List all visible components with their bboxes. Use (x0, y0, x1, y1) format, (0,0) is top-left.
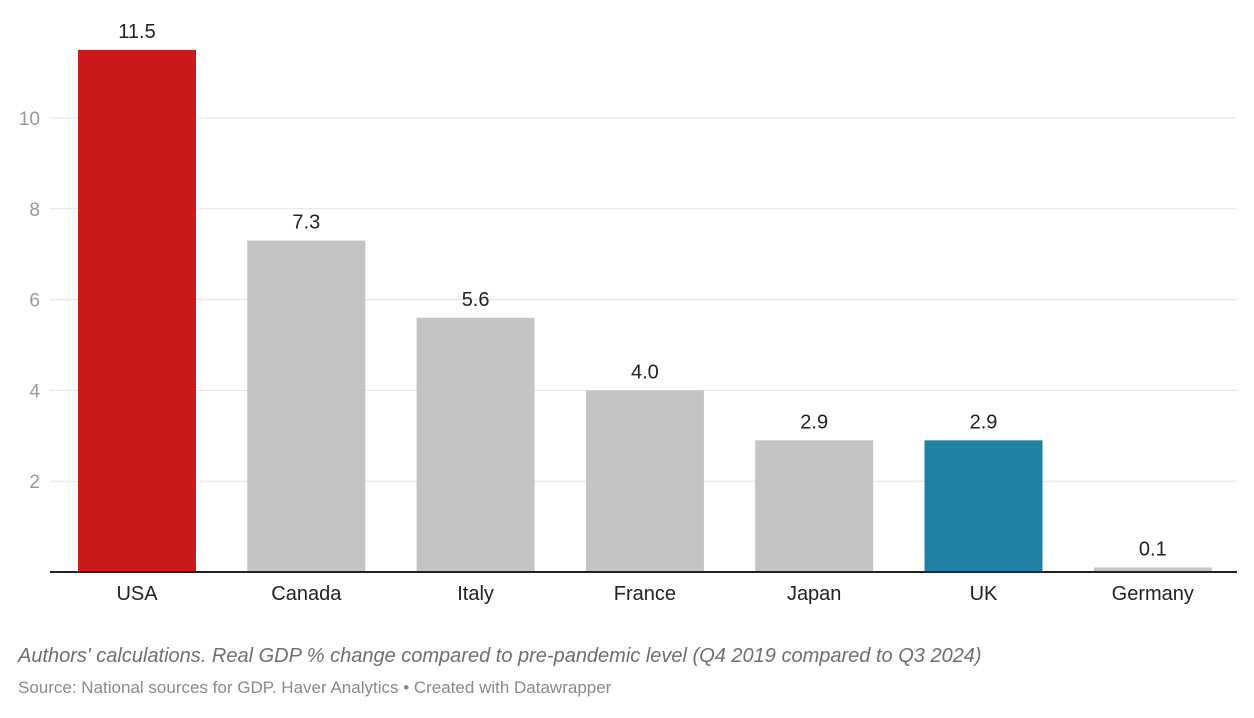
x-tick-label: Germany (1112, 583, 1194, 605)
data-label: 7.3 (292, 212, 320, 234)
x-tick-label: France (614, 583, 676, 605)
data-label: 0.1 (1139, 538, 1167, 560)
bar-italy (416, 317, 535, 572)
bar-germany (1093, 567, 1212, 572)
y-tick-label: 4 (29, 381, 40, 402)
data-label: 5.6 (462, 289, 490, 311)
y-tick-label: 2 (29, 472, 40, 493)
data-label: 2.9 (800, 411, 828, 433)
x-tick-label: Japan (787, 583, 842, 605)
bars (78, 49, 1212, 572)
chart-source: Source: National sources for GDP. Haver … (18, 678, 612, 697)
x-tick-label: UK (970, 583, 998, 605)
y-tick-label: 6 (29, 291, 40, 312)
x-tick-label: USA (116, 583, 158, 605)
bar-uk (924, 440, 1043, 572)
labels: 2 4 6 8 10 11.5 USA 7.3 Canada 5.6 Italy 4.0 France 2… (19, 21, 1194, 605)
chart-note: Authors' calculations. Real GDP % change… (18, 645, 982, 667)
data-label: 11.5 (118, 21, 155, 43)
data-label: 2.9 (970, 411, 998, 433)
data-label: 4.0 (631, 361, 659, 383)
bar-japan (755, 440, 874, 572)
bar-canada (247, 240, 366, 572)
bar-usa (78, 49, 196, 572)
x-tick-label: Italy (457, 583, 494, 605)
x-tick-label: Canada (271, 583, 342, 605)
bar-france (585, 390, 704, 572)
y-tick-label: 8 (29, 200, 40, 221)
y-tick-label: 10 (19, 109, 40, 130)
bar-chart: 2 4 6 8 10 11.5 USA 7.3 Canada 5.6 Italy 4.0 France 2… (19, 21, 1237, 605)
